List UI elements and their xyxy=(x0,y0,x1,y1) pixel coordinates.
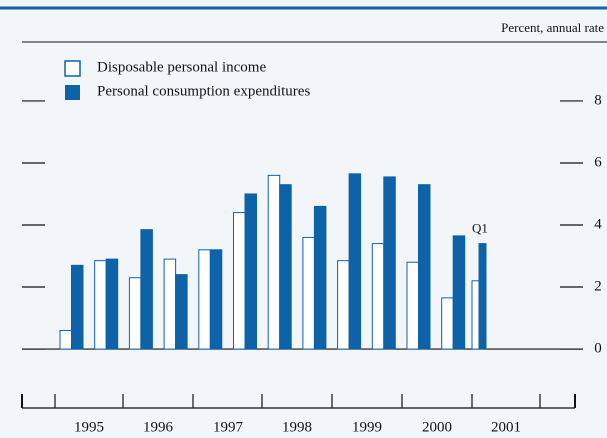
x-tick-label: 2001 xyxy=(491,419,521,435)
bar xyxy=(371,243,385,350)
bar xyxy=(128,277,142,350)
y-tick-label: 0 xyxy=(594,341,602,357)
bar xyxy=(163,258,177,350)
y-tick-label: 6 xyxy=(594,154,602,170)
legend-label: Personal consumption expenditures xyxy=(97,83,310,99)
y-tick-label: 8 xyxy=(594,92,602,108)
y-tick-label: 4 xyxy=(594,216,602,232)
bar xyxy=(198,249,211,350)
x-tick-label: 1995 xyxy=(74,419,104,435)
x-tick-label: 1996 xyxy=(143,419,174,435)
unit-label: Percent, annual rate xyxy=(501,20,604,35)
bar xyxy=(441,297,454,350)
bar xyxy=(175,274,188,350)
bar xyxy=(279,184,292,350)
x-tick-label: 1999 xyxy=(352,419,382,435)
bar xyxy=(418,184,431,350)
annotation: Q1 xyxy=(472,221,488,236)
bar xyxy=(59,329,72,350)
bar xyxy=(105,258,119,350)
x-tick-label: 1998 xyxy=(282,419,312,435)
bar xyxy=(337,260,350,350)
bar xyxy=(71,264,84,350)
x-tick-label: 1997 xyxy=(213,419,244,435)
legend-swatch xyxy=(64,60,81,77)
bar xyxy=(233,212,246,350)
bar xyxy=(244,193,257,350)
bar xyxy=(313,205,327,350)
bar xyxy=(383,176,396,350)
bar xyxy=(267,174,281,350)
bar xyxy=(478,243,487,350)
bar xyxy=(452,235,466,350)
y-tick-label: 2 xyxy=(594,278,602,294)
bar xyxy=(209,249,223,350)
bar xyxy=(140,229,153,350)
bar xyxy=(471,280,480,350)
bar xyxy=(348,173,362,350)
legend-label: Disposable personal income xyxy=(97,59,266,75)
x-tick-label: 2000 xyxy=(422,419,452,435)
legend-swatch xyxy=(65,85,80,100)
bar xyxy=(406,261,419,350)
bar xyxy=(94,260,107,350)
bar xyxy=(302,236,315,350)
